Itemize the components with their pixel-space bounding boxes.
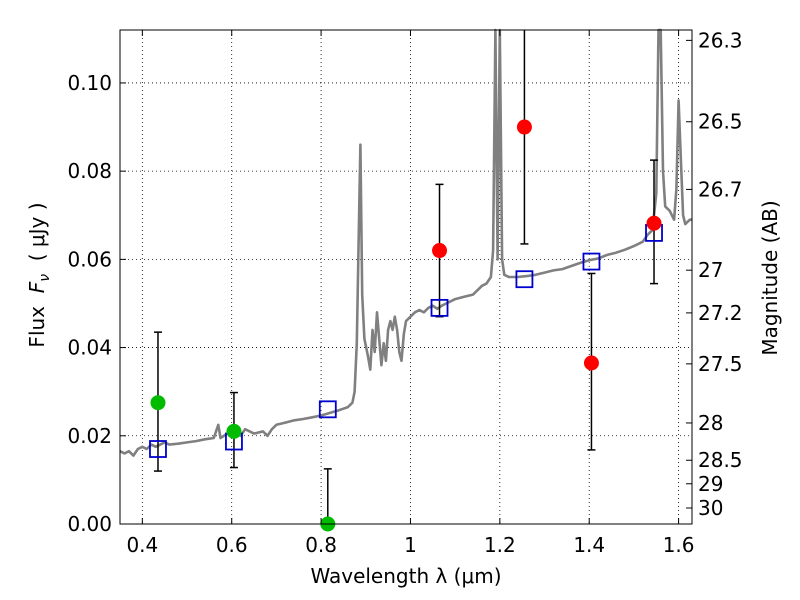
right-tick-label: 28	[698, 411, 723, 435]
x-tick-label: 0.6	[216, 533, 248, 557]
model-point	[149, 440, 167, 458]
model-point	[582, 252, 601, 271]
y-axis-title-subscript: ν	[37, 274, 53, 282]
y-axis-title-suffix: ( μJy )	[25, 202, 49, 274]
y-tick-label: 0.06	[67, 247, 112, 271]
x-tick-label: 0.4	[126, 533, 158, 557]
model-point	[515, 270, 534, 289]
right-tick-label: 27.5	[698, 352, 743, 376]
x-tick-label: 0.8	[305, 533, 337, 557]
y-axis-title: Flux Fν ( μJy )	[25, 202, 53, 347]
right-tick-label: 26.5	[698, 110, 743, 134]
model-point	[430, 298, 449, 317]
red-data-point	[646, 215, 662, 231]
spectrum-layer	[119, 28, 692, 457]
right-tick-label: 29	[698, 472, 723, 496]
right-axis-title: Magnitude (AB)	[758, 200, 782, 355]
y-tick-label: 0.08	[67, 159, 112, 183]
marker-layer	[149, 119, 663, 532]
green-data-point	[150, 395, 166, 411]
y-tick-label: 0.02	[67, 424, 112, 448]
right-tick-label: 27	[698, 258, 723, 282]
tick-layer: 0.4 0.6 0.8 1 1.2 1.4 1.6 0.00 0.02 0.04 0.06 0.08 0…	[67, 28, 742, 557]
right-tick-label: 26.3	[698, 28, 743, 52]
green-data-point	[226, 423, 242, 439]
model-point	[318, 400, 337, 419]
x-axis-title: Wavelength λ (μm)	[310, 564, 501, 588]
red-data-point	[432, 243, 448, 259]
spectrum-line	[119, 28, 692, 457]
plot-frame	[119, 29, 693, 525]
right-tick-label: 27.2	[698, 301, 743, 325]
y-axis-title-symbol: F	[25, 281, 49, 293]
x-tick-label: 1.2	[484, 533, 516, 557]
right-tick-label: 30	[698, 496, 723, 520]
red-data-point	[583, 355, 599, 371]
right-tick-label: 26.7	[698, 177, 743, 201]
y-tick-label: 0.04	[67, 336, 112, 360]
right-tick-label: 28.5	[698, 448, 743, 472]
x-tick-label: 1.6	[663, 533, 695, 557]
y-tick-label: 0.00	[67, 512, 112, 536]
y-tick-label: 0.10	[67, 71, 112, 95]
x-tick-label: 1.4	[573, 533, 605, 557]
red-data-point	[516, 119, 532, 135]
grid	[120, 30, 692, 525]
x-tick-label: 1	[404, 533, 417, 557]
y-axis-title-prefix: Flux	[25, 293, 49, 347]
